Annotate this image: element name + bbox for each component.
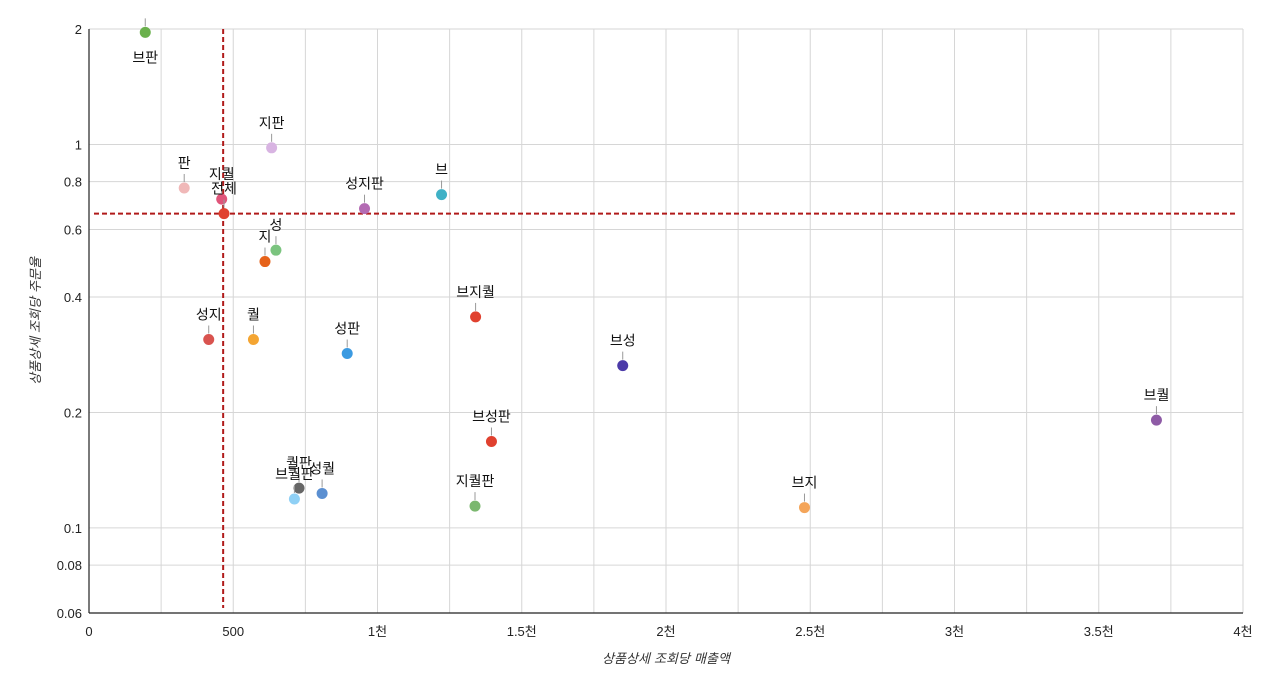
y-tick-label: 2 bbox=[75, 22, 82, 37]
point-label: 지퀄판 bbox=[456, 474, 495, 490]
point-label: 브퀄판 bbox=[275, 467, 314, 483]
point-label: 브퀄 bbox=[1144, 388, 1170, 404]
data-point bbox=[266, 142, 278, 154]
data-point bbox=[470, 311, 482, 323]
point-label: 성지 bbox=[196, 307, 222, 323]
x-tick-label: 1.5천 bbox=[507, 624, 537, 639]
data-point bbox=[485, 436, 497, 448]
point-label: 브 bbox=[435, 163, 448, 179]
point-label: 성퀄 bbox=[309, 461, 335, 477]
data-point bbox=[259, 256, 271, 268]
data-point bbox=[293, 482, 305, 494]
data-point bbox=[139, 26, 151, 38]
x-tick-label: 2.5천 bbox=[795, 624, 825, 639]
data-point bbox=[1150, 414, 1162, 426]
x-tick-label: 0 bbox=[85, 624, 92, 639]
y-tick-label: 0.6 bbox=[64, 223, 82, 238]
y-tick-label: 0.2 bbox=[64, 405, 82, 420]
point-label: 성판 bbox=[334, 321, 360, 337]
data-point bbox=[288, 493, 300, 505]
data-point bbox=[617, 360, 629, 372]
axes bbox=[88, 29, 1243, 614]
y-tick-label: 0.4 bbox=[64, 290, 82, 305]
point-label: 지 bbox=[259, 230, 272, 246]
y-tick-label: 0.1 bbox=[64, 521, 82, 536]
y-tick-label: 0.8 bbox=[64, 175, 82, 190]
x-axis-title: 상품상세 조회당 매출액 bbox=[602, 652, 732, 667]
point-label: 지판 bbox=[259, 116, 285, 132]
data-point bbox=[270, 244, 282, 256]
x-tick-label: 3천 bbox=[945, 624, 964, 639]
point-label: 브지 bbox=[792, 476, 818, 492]
y-tick-label: 0.06 bbox=[57, 606, 82, 621]
x-tick-label: 1천 bbox=[368, 624, 387, 639]
y-tick-label: 1 bbox=[75, 137, 82, 152]
data-point bbox=[203, 333, 215, 345]
point-label: 퀄 bbox=[247, 307, 260, 323]
grid bbox=[89, 28, 1244, 613]
data-point bbox=[341, 347, 353, 359]
point-label: 성 bbox=[270, 218, 283, 234]
data-point bbox=[469, 500, 481, 512]
x-tick-label: 4천 bbox=[1233, 624, 1252, 639]
data-point bbox=[178, 182, 190, 194]
data-point bbox=[798, 502, 810, 514]
reference-lines bbox=[94, 29, 1238, 608]
point-label: 지퀄 bbox=[209, 167, 235, 183]
point-label: 성지판 bbox=[345, 177, 384, 193]
data-point bbox=[436, 189, 448, 201]
tick-labels: 0 500 1천 1.5천 2천 2.5천 3천 3.5천 4천 0.06 0.08 0.1 0.2 0.… bbox=[57, 22, 1253, 639]
point-label: 전체 bbox=[211, 182, 237, 198]
data-point bbox=[247, 333, 259, 345]
point-label: 브지퀄 bbox=[456, 285, 495, 301]
point-label: 판 bbox=[178, 156, 191, 172]
point-label: 브성 bbox=[610, 334, 636, 350]
x-tick-label: 500 bbox=[222, 624, 244, 639]
data-point bbox=[218, 208, 230, 220]
data-point bbox=[316, 487, 328, 499]
y-tick-label: 0.08 bbox=[57, 558, 82, 573]
point-label: 브성판 bbox=[472, 410, 511, 426]
x-tick-label: 3.5천 bbox=[1084, 624, 1114, 639]
data-point bbox=[359, 203, 371, 215]
point-label: 브판 bbox=[132, 50, 158, 66]
y-axis-title: 상품상세 조회당 주문율 bbox=[29, 256, 44, 385]
point-label: 퀄판 bbox=[286, 456, 312, 472]
x-tick-label: 2천 bbox=[656, 624, 675, 639]
